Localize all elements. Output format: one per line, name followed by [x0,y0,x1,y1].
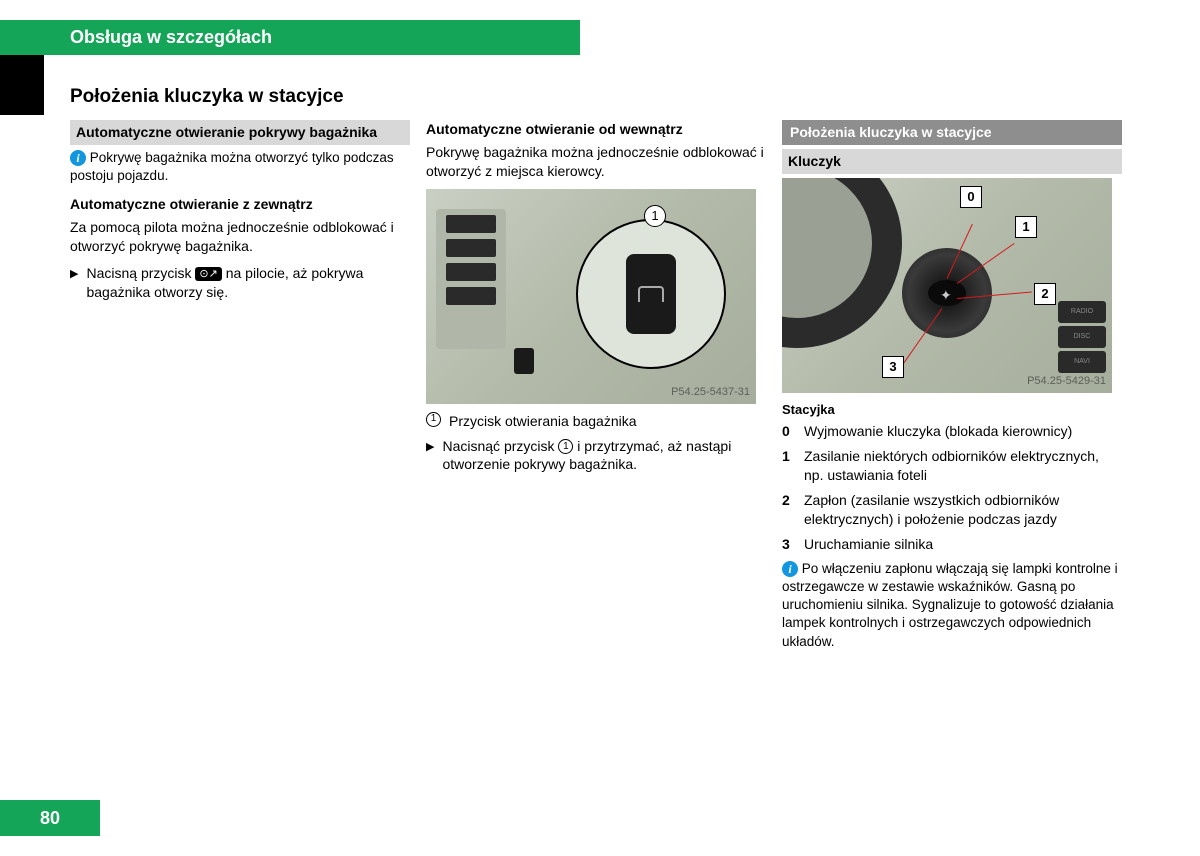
col2-heading: Automatyczne otwieranie od wewnątrz [426,120,766,139]
position-item-1: 1 Zasilanie niektórych odbiorników elekt… [782,447,1122,485]
navi-btn: NAVI [1058,351,1106,373]
info-text: Po włączeniu zapłonu włączają się lampki… [782,561,1118,649]
column-1: Automatyczne otwieranie pokrywy bagażnik… [70,120,410,661]
circled-1-inline-icon: 1 [558,439,573,454]
bullet-item: ▶ Nacisnąć przycisk 1 i przytrzymać, aż … [426,437,766,475]
circled-1-icon: 1 [426,412,441,427]
paragraph: Za pomocą pilota można jednocześnie odbl… [70,218,410,256]
info-note-2: i Po włączeniu zapłonu włączają się lamp… [782,560,1122,651]
column-3: Położenia kluczyka w stacyjce Kluczyk ✦ … [782,120,1122,661]
disc-btn: DISC [1058,326,1106,348]
image-code: P54.25-5429-31 [1027,374,1106,389]
info-icon: i [782,561,798,577]
pos-label-0: 0 [960,186,982,208]
radio-btn: RADIO [1058,301,1106,323]
content-grid: Automatyczne otwieranie pokrywy bagażnik… [70,120,1160,661]
position-item-2: 2 Zapłon (zasilanie wszystkich odbiornik… [782,491,1122,529]
trunk-open-icon [638,286,664,302]
gray-bar-heading: Położenia kluczyka w stacyjce [782,120,1122,145]
position-item-3: 3 Uruchamianie silnika [782,535,1122,554]
mercedes-star-icon: ✦ [940,286,954,300]
gray-heading-box: Automatyczne otwieranie pokrywy bagażnik… [70,120,410,145]
dashboard-buttons: RADIO DISC NAVI [1058,298,1106,376]
zoom-circle [576,219,726,369]
key-head: ✦ [928,280,966,306]
image-code: P54.25-5437-31 [671,385,750,400]
column-2: Automatyczne otwieranie od wewnątrz Pokr… [426,120,766,661]
ignition-cylinder: ✦ [902,248,992,338]
bullet-text: Nacisnąć przycisk 1 i przytrzymać, aż na… [442,437,766,475]
trunk-button-graphic [626,254,676,334]
chapter-header: Obsługa w szczegółach [0,20,580,55]
triangle-icon: ▶ [70,267,78,302]
position-item-0: 0 Wyjmowanie kluczyka (blokada kierownic… [782,422,1122,441]
remote-key-icon: ⊙↗ [195,267,221,281]
info-icon: i [70,150,86,166]
trunk-button-image: 1 P54.25-5437-31 [426,189,756,404]
section-title: Położenia kluczyka w stacyjce [70,86,344,108]
side-black-tab [0,55,44,115]
caption-row: 1 Przycisk otwierania bagażnika [426,412,766,431]
bullet-item: ▶ Nacisną przycisk ⊙↗ na pilocie, aż pok… [70,264,410,302]
page-number: 80 [0,800,100,836]
sub-heading: Automatyczne otwieranie z zewnątrz [70,195,410,214]
triangle-icon: ▶ [426,440,434,475]
chapter-title: Obsługa w szczegółach [70,27,272,48]
pos-label-2: 2 [1034,283,1056,305]
bullet-text: Nacisną przycisk ⊙↗ na pilocie, aż pokry… [86,264,410,302]
small-button-graphic [514,348,534,374]
info-note: i Pokrywę bagażnika można otworzyć tylko… [70,149,410,185]
caption-text: Przycisk otwierania bagażnika [449,412,637,431]
img-caption: Stacyjka [782,401,1122,419]
ignition-image: ✦ 0 1 2 3 RADIO DISC NAVI P54.25-5429-31 [782,178,1112,393]
sub-gray-heading: Kluczyk [782,149,1122,174]
col2-para: Pokrywę bagażnika można jednocześnie odb… [426,143,766,181]
pos-label-3: 3 [882,356,904,378]
callout-label: 1 [644,205,666,227]
pos-label-1: 1 [1015,216,1037,238]
door-panel-graphic [436,209,506,349]
info-text: Pokrywę bagażnika można otworzyć tylko p… [70,150,394,183]
steering-wheel-graphic [782,178,902,348]
